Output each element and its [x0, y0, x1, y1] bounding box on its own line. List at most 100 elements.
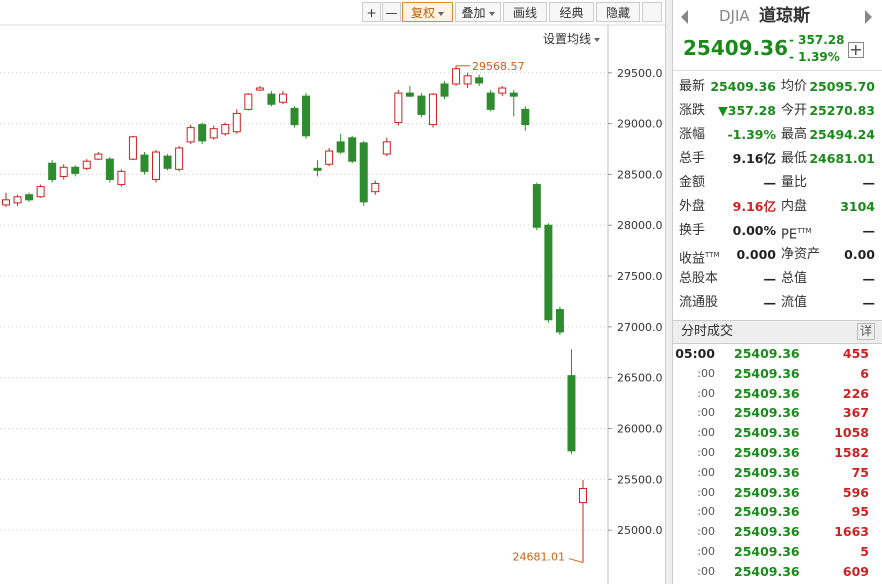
stat-label: 总股本: [679, 271, 719, 286]
candle-body: [359, 142, 368, 203]
toolbar-button[interactable]: —: [382, 2, 401, 22]
candle-body: [94, 153, 103, 160]
ma-setting[interactable]: 设置均线: [543, 31, 601, 47]
stat-value: —: [763, 271, 777, 286]
stat-label: 最新: [679, 79, 706, 94]
change-pct: - 1.39%: [789, 50, 840, 64]
trade-volume: 5: [860, 544, 869, 559]
add-button[interactable]: [848, 42, 864, 58]
candle-body: [186, 127, 195, 143]
button-label: 隐藏: [605, 6, 630, 20]
trade-time: :00: [697, 386, 715, 400]
candle-body: [417, 95, 426, 115]
trade-volume: 1058: [834, 425, 869, 441]
trade-time: :00: [697, 564, 715, 578]
y-tick-label: 27000.0: [617, 321, 663, 334]
y-tick-label: 26000.0: [617, 422, 663, 435]
trade-price: 25409.36: [734, 405, 800, 421]
trade-volume: 1582: [834, 445, 869, 460]
trade-time: :00: [697, 505, 715, 519]
candle-body: [532, 184, 541, 228]
stat-label-sup: TTM: [797, 227, 812, 235]
stat-value: —: [862, 295, 876, 310]
detail-button[interactable]: 详: [857, 323, 876, 340]
stat-label: 量比: [781, 175, 808, 190]
toolbar-button[interactable]: +: [362, 2, 381, 22]
trade-time: 05:00: [675, 346, 715, 361]
candle-body: [371, 183, 380, 193]
fullscreen-button[interactable]: [642, 2, 662, 22]
y-tick-label: 29000.0: [617, 118, 663, 131]
candle-body: [405, 92, 414, 97]
candle-body: [163, 155, 172, 169]
candle-body: [71, 166, 80, 174]
toolbar-button[interactable]: 经典: [549, 2, 594, 22]
y-tick-label: 27500.0: [617, 270, 663, 283]
stat-value: 24681.01: [809, 151, 875, 166]
trade-volume: 95: [851, 504, 869, 520]
trade-time: :00: [697, 485, 715, 499]
candle-body: [128, 136, 137, 160]
trade-time: :00: [697, 545, 715, 558]
candle-body: [313, 167, 322, 171]
stat-value: 25494.24: [809, 127, 875, 142]
candle-body: [336, 141, 345, 153]
change: - 357.28: [789, 33, 845, 47]
stat-value: 0.00%: [732, 223, 776, 238]
price: 25409.36: [683, 36, 789, 60]
trade-price: 25409.36: [734, 563, 800, 579]
trade-price: 25409.36: [734, 365, 800, 381]
candle-body: [59, 166, 68, 177]
button-label: 画线: [512, 6, 537, 20]
candle-body: [175, 147, 184, 170]
candle-body: [278, 93, 287, 103]
stat-value: 25270.83: [809, 103, 875, 118]
trade-volume: 596: [842, 484, 869, 500]
candle-body: [509, 92, 518, 97]
candle-body: [105, 158, 114, 180]
collapse-bar[interactable]: [665, 0, 673, 584]
candle-body: [394, 92, 403, 124]
candle-body: [544, 224, 553, 321]
toolbar-button[interactable]: 叠加: [455, 2, 501, 22]
toolbar-button[interactable]: 复权: [402, 2, 453, 22]
stat-label: 最高: [781, 127, 808, 142]
candle-body: [2, 199, 10, 206]
trade-price: 25409.36: [734, 425, 800, 441]
candle-body: [579, 488, 587, 504]
candle-body: [463, 75, 472, 85]
toolbar-button[interactable]: 画线: [503, 2, 547, 22]
trade-price: 25409.36: [734, 484, 800, 500]
trade-time: :00: [697, 465, 715, 479]
candle-body: [140, 154, 149, 172]
toolbar-button[interactable]: 隐藏: [596, 2, 640, 22]
candle-body: [428, 93, 437, 126]
candle-body: [302, 95, 311, 137]
stat-value: —: [763, 295, 777, 310]
button-label: 经典: [559, 6, 584, 20]
stat-label: 金额: [679, 175, 706, 190]
stat-value: —: [763, 175, 777, 190]
candle-body: [25, 194, 34, 201]
stat-label: 涨幅: [679, 127, 706, 142]
chart: 25000.0 25500.0 26000.0 26500.0 27000.0 27500…: [0, 24, 665, 584]
trade-price: 25409.36: [734, 504, 800, 520]
stat-value: 3104: [840, 199, 875, 214]
annotation-label: 29568.57: [472, 60, 525, 73]
candle-body: [348, 137, 357, 162]
candle-body: [13, 196, 22, 204]
stat-value: —: [862, 175, 876, 190]
divider: [673, 70, 882, 71]
candle-body: [152, 151, 161, 180]
trade-volume: 367: [842, 405, 869, 421]
candle-body: [82, 160, 91, 169]
prev-arrow[interactable]: [681, 10, 688, 24]
next-arrow[interactable]: [865, 10, 872, 24]
stat-label: 换手: [679, 223, 706, 238]
trade-price: 25409.36: [734, 346, 800, 361]
stat-label: 总手: [679, 151, 706, 166]
candle-body: [198, 124, 207, 142]
y-tick-label: 25000.0: [617, 524, 663, 537]
candle-body: [555, 309, 564, 333]
